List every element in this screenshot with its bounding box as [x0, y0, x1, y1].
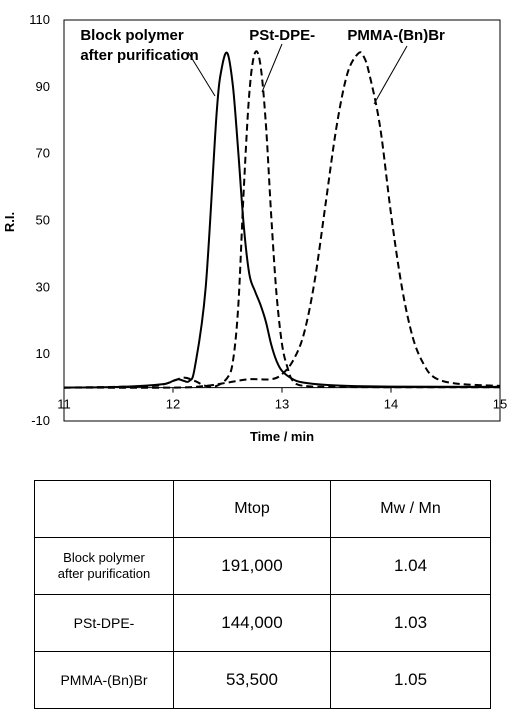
row-label: Block polymer after purification	[34, 537, 174, 595]
mtop-value: 191,000	[173, 537, 331, 595]
y-tick-label: 50	[36, 213, 50, 228]
annotation-pmma-bnbr: PMMA-(Bn)Br	[347, 27, 445, 44]
row-label: PSt-DPE-	[34, 594, 174, 652]
x-tick-label: 14	[384, 397, 398, 412]
annotation-block-polymer-line1: Block polymer	[80, 27, 184, 44]
curve-pmma-bnbr	[63, 51, 501, 389]
table-header-mwmn: Mw / Mn	[330, 480, 491, 538]
y-tick-label: -10	[31, 413, 50, 428]
mwmn-value: 1.03	[330, 594, 491, 652]
chromatogram-curves	[63, 50, 501, 389]
mwmn-value: 1.05	[330, 651, 491, 709]
table-row: PMMA-(Bn)Br 53,500 1.05	[34, 651, 491, 709]
plot-area-frame	[63, 19, 501, 422]
y-tick-label: 10	[36, 346, 50, 361]
table-row: Block polymer after purification 191,000 …	[34, 537, 491, 595]
table-header-mtop: Mtop	[173, 480, 331, 538]
x-tick-label: 13	[275, 397, 289, 412]
x-axis-ticks: 11 12 13 14 15	[57, 387, 507, 412]
annotation-leader-lines	[187, 43, 408, 105]
leader-block-polymer	[187, 51, 216, 97]
curve-block-polymer	[63, 51, 501, 389]
row-label-line1: Block polymer	[63, 550, 145, 565]
row-label: PMMA-(Bn)Br	[34, 651, 174, 709]
mtop-value: 144,000	[173, 594, 331, 652]
y-axis-label: R.I.	[2, 212, 17, 232]
row-label-line2: after purification	[57, 566, 151, 581]
x-tick-label: 11	[57, 397, 71, 412]
leader-pmma-bnbr	[373, 45, 408, 105]
mwmn-value: 1.04	[330, 537, 491, 595]
y-axis-ticks: -10 10 30 50 70 90 110	[29, 12, 50, 428]
annotation-pst-dpe: PSt-DPE-	[249, 27, 315, 44]
y-tick-label: 70	[36, 146, 50, 161]
gpc-chart: -10 10 30 50 70 90 110 11 12 13 14 15 Block polyme…	[2, 12, 507, 444]
results-table: Mtop Mw / Mn Block polymer after purifica…	[34, 480, 491, 709]
mtop-value: 53,500	[173, 651, 331, 709]
x-tick-label: 15	[493, 397, 507, 412]
table-row: PSt-DPE- 144,000 1.03	[34, 594, 491, 652]
leader-pst-dpe	[261, 43, 283, 93]
table-header-cell	[34, 480, 174, 538]
x-tick-label: 12	[166, 397, 180, 412]
x-axis-label: Time / min	[250, 429, 314, 444]
annotation-block-polymer-line2: after purification	[80, 47, 198, 64]
y-tick-label: 90	[36, 79, 50, 94]
y-tick-label: 30	[36, 279, 50, 294]
curve-pst-dpe	[63, 50, 501, 389]
y-tick-label: 110	[29, 12, 50, 27]
table-header-row: Mtop Mw / Mn	[34, 480, 491, 538]
